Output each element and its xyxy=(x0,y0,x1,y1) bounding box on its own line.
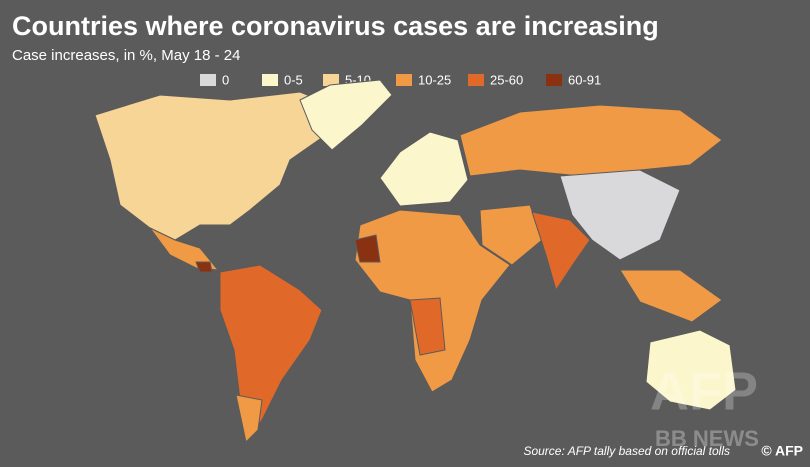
central-africa xyxy=(409,297,446,356)
legend-swatch xyxy=(200,74,216,86)
legend-swatch xyxy=(546,74,562,86)
legend-label: 10-25 xyxy=(418,72,451,87)
credit: © AFP xyxy=(761,443,803,459)
title: Countries where coronavirus cases are in… xyxy=(12,11,659,41)
legend-label: 60-91 xyxy=(568,72,601,87)
middle-east xyxy=(479,204,543,266)
china xyxy=(559,169,681,261)
argentina xyxy=(235,394,263,444)
source: Source: AFP tally based on official toll… xyxy=(523,444,730,458)
legend-swatch xyxy=(262,74,278,86)
legend-swatch xyxy=(323,74,339,86)
legend-label: 0-5 xyxy=(284,72,303,87)
greenland xyxy=(299,79,393,151)
australia xyxy=(645,329,737,411)
watermark-brand: AFP xyxy=(650,361,758,421)
legend-label: 25-60 xyxy=(490,72,523,87)
india xyxy=(531,211,591,292)
north-america xyxy=(94,91,351,241)
legend-swatch xyxy=(468,74,484,86)
legend-label: 0 xyxy=(222,72,229,87)
mauritania xyxy=(354,234,381,263)
central-america xyxy=(195,261,213,273)
russia xyxy=(459,104,723,177)
legend-swatch xyxy=(396,74,412,86)
europe xyxy=(379,131,469,207)
southeast-asia xyxy=(619,269,723,323)
mexico xyxy=(149,227,220,271)
map xyxy=(94,79,737,444)
subtitle: Case increases, in %, May 18 - 24 xyxy=(12,47,240,64)
watermark-site: BB NEWS xyxy=(655,426,759,451)
